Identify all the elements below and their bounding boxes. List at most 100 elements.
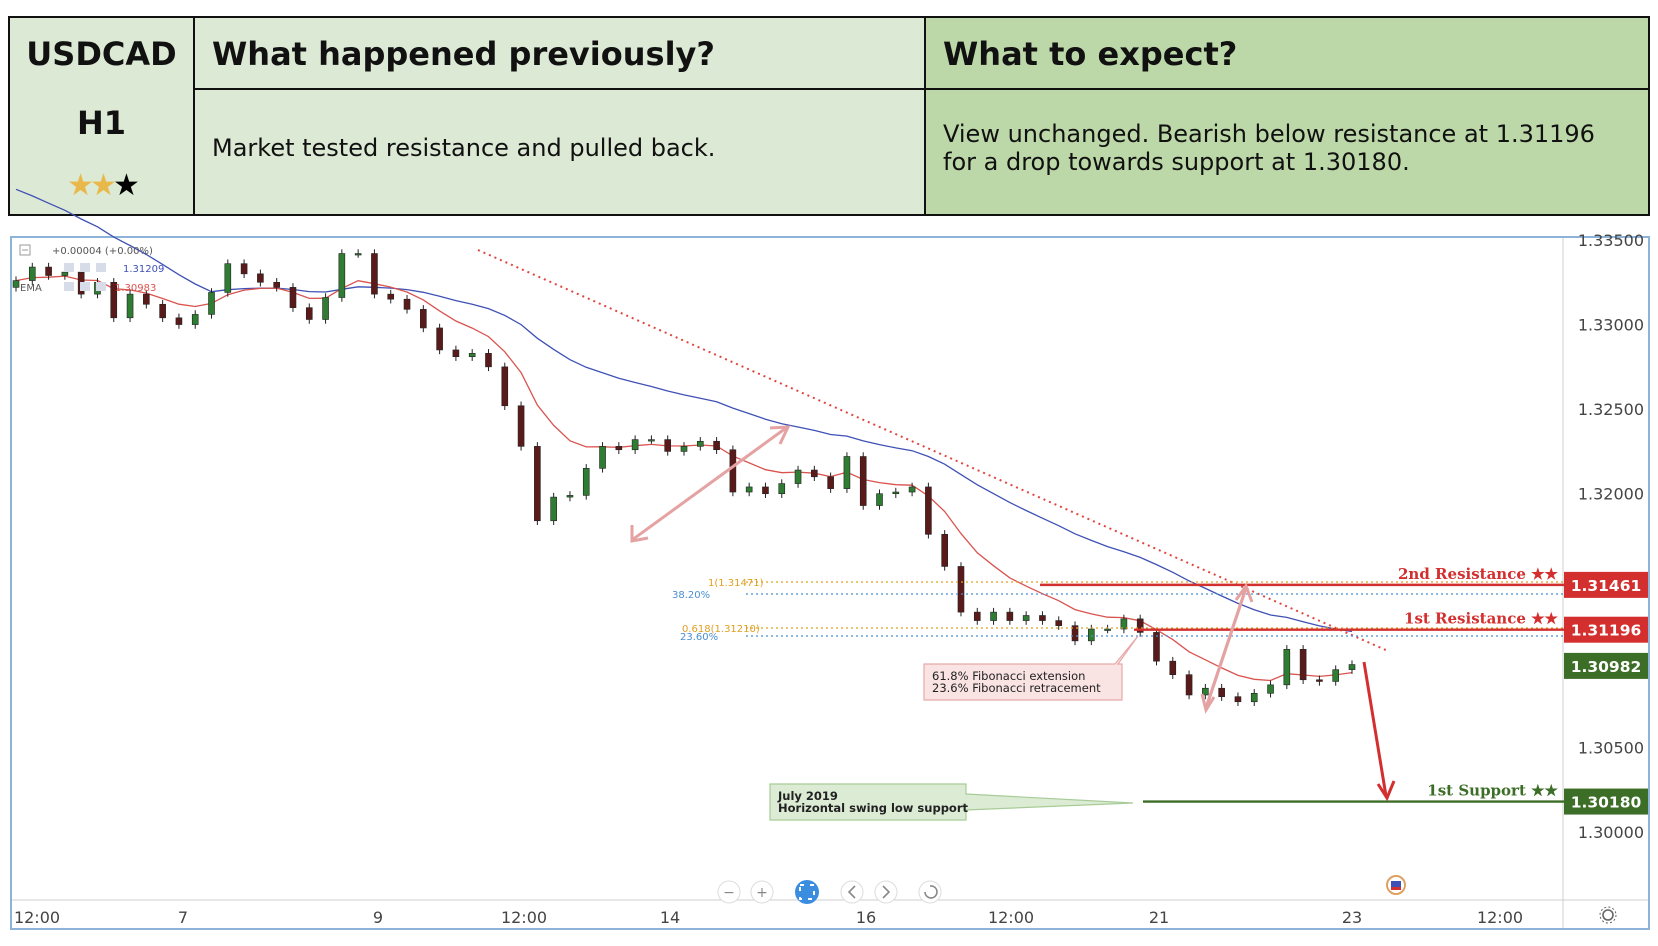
x-tick-label: 16 [856, 908, 876, 927]
candle [45, 266, 52, 276]
x-tick-label: 12:00 [501, 908, 547, 927]
previously-text: Market tested resistance and pulled back… [212, 134, 716, 162]
candle [843, 456, 851, 489]
candle [371, 253, 378, 295]
fibonacci-levels: 1(1.31471)38.20% 0.618(1.31210)23.60% [672, 578, 1564, 643]
candle [1169, 660, 1177, 675]
candle [1039, 615, 1046, 621]
candle [827, 476, 834, 489]
zoom-out-button[interactable] [717, 880, 741, 904]
plus-icon: + [756, 885, 768, 901]
economic-event-flag-icon[interactable] [1386, 875, 1406, 895]
level-label: 1st Resistance ★★ [1404, 610, 1559, 628]
analysis-header-table: USDCAD H1 ★★★ What happened previously? … [8, 16, 1650, 216]
candle [224, 263, 232, 293]
candle [191, 314, 199, 325]
x-tick-label: 23 [1342, 908, 1362, 927]
candle [762, 486, 769, 495]
candle [1071, 625, 1079, 642]
level-label: 1st Support ★★ [1427, 782, 1558, 800]
callout-box [923, 635, 1139, 701]
support-callout: July 2019 Horizontal swing low support [769, 783, 1134, 821]
previously-title: What happened previously? [212, 35, 715, 73]
candle [908, 486, 916, 493]
candle [778, 483, 786, 495]
y-tick-label: 1.33500 [1578, 231, 1644, 250]
callout-line-2: Horizontal swing low support [778, 801, 968, 815]
ema-label: EMA [20, 283, 42, 294]
fib-label: 23.60% [680, 632, 718, 643]
star-filled-icon: ★★ [67, 168, 117, 203]
candle [534, 446, 541, 522]
candle [338, 253, 346, 298]
candle [1202, 687, 1209, 696]
x-tick-label: 21 [1149, 908, 1169, 927]
candle [859, 456, 867, 506]
candle [1316, 679, 1323, 682]
candle [159, 303, 166, 319]
minus-icon: − [723, 885, 735, 901]
reset-button[interactable] [918, 880, 942, 904]
candle [322, 297, 329, 320]
scroll-left-button[interactable] [840, 880, 864, 904]
candle [1088, 628, 1095, 642]
fullscreen-icon [799, 884, 815, 900]
candle [1283, 649, 1291, 686]
x-tick-label: 12:00 [988, 908, 1034, 927]
price-tag-text: 1.30180 [1571, 794, 1642, 812]
candle [110, 281, 118, 319]
fit-screen-button[interactable] [795, 880, 819, 904]
candle [664, 439, 672, 452]
y-tick-label: 1.30000 [1578, 823, 1644, 842]
candle [696, 440, 704, 447]
candle [925, 486, 932, 535]
candle [289, 287, 297, 308]
candle [892, 491, 900, 495]
zoom-in-button[interactable] [750, 880, 774, 904]
arrow-down-icon [1376, 780, 1396, 802]
wave-a-line [1228, 587, 1248, 637]
x-tick-label: 12:00 [14, 908, 60, 927]
y-tick-label: 1.32500 [1578, 400, 1644, 419]
collapse-icon[interactable] [19, 244, 31, 256]
chevron-left-icon [847, 885, 856, 899]
price-tag-box [1564, 616, 1648, 643]
timeframe-label: H1 [76, 104, 127, 142]
candle [1250, 693, 1258, 703]
candle [745, 486, 753, 493]
candle [973, 611, 981, 621]
candle [648, 439, 655, 442]
candle [582, 468, 590, 496]
expect-body-cell: View unchanged. Bearish below resistance… [926, 90, 1648, 214]
candle [615, 446, 623, 451]
key-levels: 2nd Resistance ★★ 1st Resistance ★★ 1st Su… [1040, 565, 1564, 803]
callout-line-1: July 2019 [777, 789, 838, 803]
candle [12, 280, 20, 288]
chevron-right-icon [882, 885, 891, 899]
pattern-arrows [630, 425, 1254, 714]
candle [1185, 674, 1193, 696]
candle [61, 271, 69, 276]
fib-label: 1(1.31471) [708, 578, 764, 589]
candle [305, 307, 313, 320]
candle [1136, 618, 1144, 633]
x-tick-label: 12:00 [1477, 908, 1523, 927]
previously-body-cell: Market tested resistance and pulled back… [195, 90, 926, 214]
candle [403, 298, 411, 310]
callout-line-2: 23.6% Fibonacci retracement [932, 681, 1101, 695]
projection-line [1362, 661, 1388, 797]
candle [175, 317, 183, 325]
candle [387, 293, 395, 300]
ma-settings-icons[interactable] [64, 263, 106, 272]
candle [517, 405, 525, 447]
candle [354, 253, 362, 256]
scroll-right-button[interactable] [874, 880, 898, 904]
ema-settings-icons[interactable] [64, 282, 106, 291]
candle [1234, 696, 1242, 703]
candle [1006, 611, 1014, 621]
ema-line-red [15, 275, 1353, 682]
chart-settings-gear-icon[interactable] [1599, 906, 1617, 924]
price-tags: 1.31461 1.31196 1.30180 1.30982 [1564, 571, 1648, 815]
ma-value: 1.31209 [123, 264, 164, 275]
candle [208, 292, 215, 315]
